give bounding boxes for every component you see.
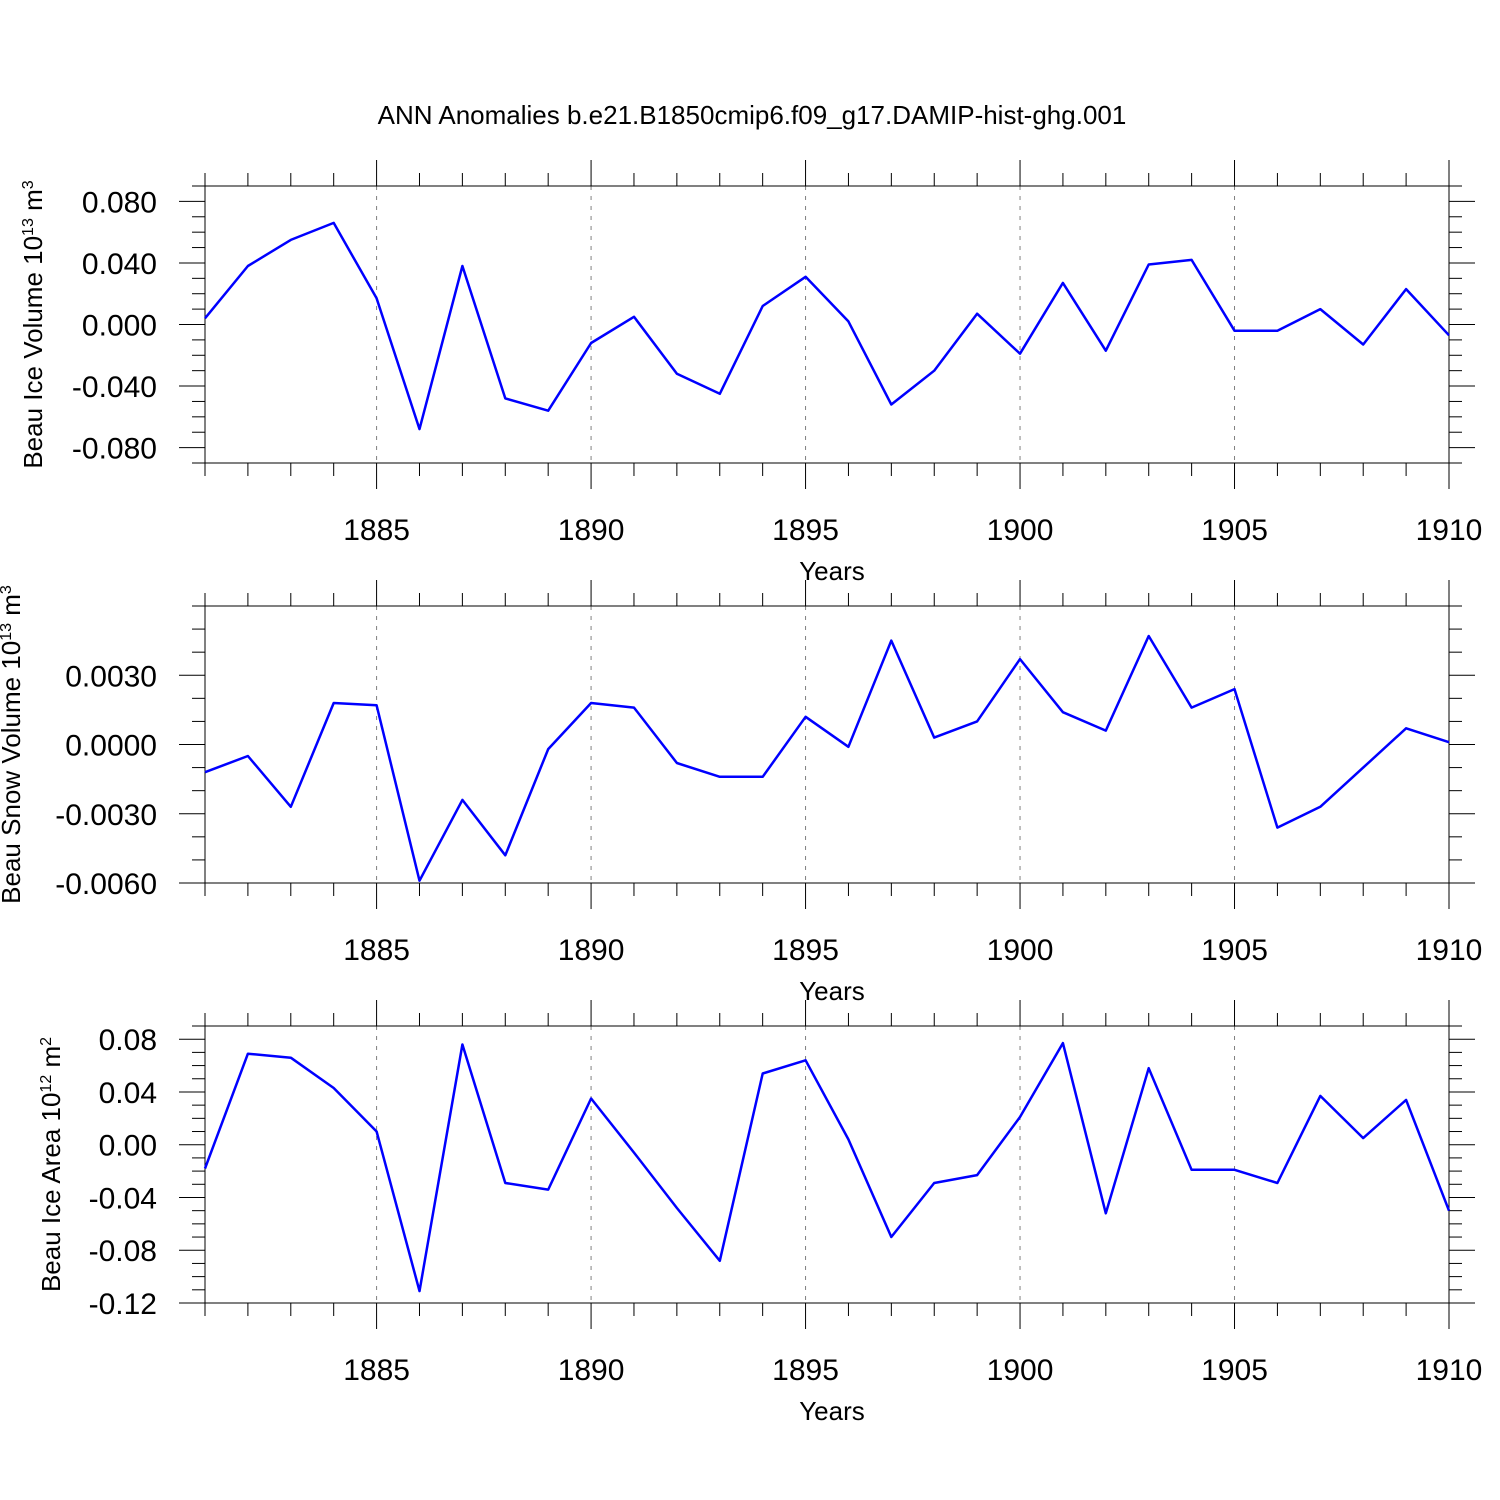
y-axis-label: Beau Snow Volume 1013 m3 — [0, 585, 26, 904]
x-tick-label: 1900 — [987, 1354, 1054, 1387]
y-tick-label: -0.0030 — [55, 799, 157, 832]
x-tick-label: 1910 — [1416, 514, 1483, 547]
y-axis-label-superscript: 2 — [38, 1037, 55, 1046]
y-tick-label: 0.04 — [99, 1077, 157, 1110]
y-tick-label: -0.12 — [89, 1288, 157, 1321]
x-axis-label: Years — [799, 1396, 865, 1426]
y-tick-label: 0.000 — [82, 310, 157, 343]
y-tick-label: -0.040 — [72, 371, 157, 404]
y-axis-label-text: m — [0, 594, 26, 623]
y-tick-label: 0.040 — [82, 248, 157, 281]
chart-panel-2: 0.0030 0.0000 -0.0030 -0.0060 1885 1890 1895 19… — [0, 580, 1482, 1006]
series-line — [203, 1041, 1451, 1293]
y-tick-label: -0.080 — [72, 433, 157, 466]
y-tick-label: 0.00 — [99, 1130, 157, 1163]
y-axis-label-superscript: 12 — [38, 1075, 55, 1093]
x-tick-label: 1910 — [1416, 1354, 1483, 1387]
chart-panel-1: 0.080 0.040 0.000 -0.040 -0.080 1885 1890 1895 1… — [18, 160, 1482, 586]
y-tick-label: 0.08 — [99, 1024, 157, 1057]
y-tick-label: 0.0000 — [65, 730, 157, 763]
x-tick-label: 1890 — [558, 514, 625, 547]
y-axis-label-text: m — [36, 1046, 66, 1075]
x-tick-label: 1895 — [772, 934, 839, 967]
y-axis-label-text: Beau Ice Volume 10 — [18, 236, 48, 469]
chart-panel-3: 0.08 0.04 0.00 -0.04 -0.08 -0.12 1885 1890 1895 1… — [36, 1000, 1482, 1426]
y-axis-label-text: Beau Ice Area 10 — [36, 1093, 66, 1292]
x-tick-label: 1885 — [343, 934, 410, 967]
y-axis-label-superscript: 13 — [0, 623, 15, 641]
x-tick-label: 1895 — [772, 1354, 839, 1387]
y-axis-label-text: Beau Snow Volume 10 — [0, 641, 26, 904]
y-tick-label: -0.08 — [89, 1235, 157, 1268]
x-tick-label: 1890 — [558, 934, 625, 967]
x-tick-label: 1900 — [987, 934, 1054, 967]
x-axis-label: Years — [799, 976, 865, 1006]
plot-frame — [204, 185, 1450, 464]
x-tick-label: 1900 — [987, 514, 1054, 547]
x-tick-label: 1885 — [343, 514, 410, 547]
y-axis-label-text: m — [18, 189, 48, 218]
y-tick-label: 0.080 — [82, 186, 157, 219]
x-axis-label: Years — [799, 556, 865, 586]
x-tick-label: 1905 — [1201, 514, 1268, 547]
y-axis-label: Beau Ice Area 1012 m2 — [36, 1037, 66, 1292]
x-tick-label: 1910 — [1416, 934, 1483, 967]
panels: 0.080 0.040 0.000 -0.040 -0.080 1885 1890 1895 1… — [0, 160, 1482, 1426]
plot-frame — [204, 605, 1450, 884]
x-tick-label: 1905 — [1201, 1354, 1268, 1387]
x-tick-label: 1895 — [772, 514, 839, 547]
y-axis-label: Beau Ice Volume 1013 m3 — [18, 180, 48, 468]
y-axis-label-superscript: 13 — [20, 218, 37, 236]
y-tick-label: -0.0060 — [55, 868, 157, 901]
figure-title: ANN Anomalies b.e21.B1850cmip6.f09_g17.D… — [378, 100, 1127, 130]
x-tick-label: 1885 — [343, 1354, 410, 1387]
y-tick-label: 0.0030 — [65, 660, 157, 693]
x-tick-label: 1905 — [1201, 934, 1268, 967]
series-line — [204, 634, 1450, 882]
x-tick-label: 1890 — [558, 1354, 625, 1387]
series-line — [204, 221, 1450, 431]
y-axis-label-superscript: 3 — [20, 180, 37, 189]
y-axis-label-superscript: 3 — [0, 585, 15, 594]
plot-frame — [204, 1025, 1450, 1304]
y-tick-label: -0.04 — [89, 1182, 157, 1215]
